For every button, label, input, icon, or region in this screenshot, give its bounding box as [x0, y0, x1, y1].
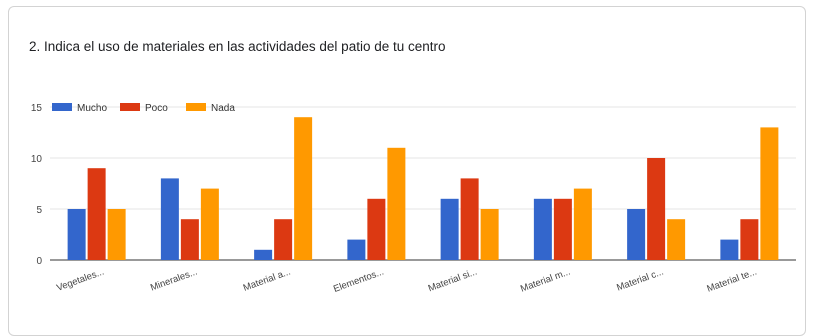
bar-poco	[647, 158, 666, 260]
bar-mucho	[67, 209, 86, 260]
bar-mucho	[347, 239, 366, 260]
chart-card: 2. Indica el uso de materiales en las ac…	[8, 6, 806, 336]
bar-nada	[573, 188, 592, 260]
bar-nada	[667, 219, 686, 260]
x-tick-label: Material te...	[706, 266, 759, 294]
bar-nada	[200, 188, 219, 260]
bar-poco	[180, 219, 199, 260]
legend-label-poco: Poco	[145, 103, 168, 114]
bar-chart: 0 5 10 15 Vegetales... Minerales... Material a…	[31, 103, 796, 295]
x-tick-label: Vegetales...	[55, 266, 105, 293]
x-tick-label: Material si...	[427, 266, 479, 294]
legend-swatch-mucho	[52, 103, 72, 111]
bar-nada	[107, 209, 126, 260]
bar-mucho	[627, 209, 646, 260]
bar-mucho	[533, 198, 552, 260]
y-tick-label: 5	[36, 205, 42, 216]
bar-nada	[480, 209, 499, 260]
bar-poco	[87, 168, 106, 260]
bar-poco	[367, 198, 386, 260]
bar-poco	[274, 219, 293, 260]
x-tick-label: Minerales...	[149, 266, 199, 293]
bar-mucho	[254, 249, 273, 260]
y-tick-label: 0	[36, 256, 42, 267]
bar-mucho	[720, 239, 739, 260]
bar-mucho	[440, 198, 459, 260]
bar-mucho	[160, 178, 179, 260]
bar-nada	[760, 127, 779, 261]
legend-label-nada: Nada	[211, 103, 235, 114]
bar-poco	[460, 178, 479, 260]
x-tick-label: Material m...	[519, 266, 572, 294]
chart-title: 2. Indica el uso de materiales en las ac…	[29, 39, 446, 54]
bar-nada	[294, 117, 313, 260]
x-tick-label: Material c...	[615, 266, 665, 293]
legend-swatch-poco	[120, 103, 140, 111]
x-tick-label: Elementos...	[332, 266, 385, 294]
legend-label-mucho: Mucho	[77, 103, 107, 114]
bar-poco	[740, 219, 759, 260]
x-tick-label: Material a...	[242, 266, 292, 293]
bar-nada	[387, 147, 406, 260]
y-tick-label: 10	[31, 154, 43, 165]
legend-swatch-nada	[186, 103, 206, 111]
y-tick-label: 15	[31, 103, 43, 114]
bar-poco	[553, 198, 572, 260]
